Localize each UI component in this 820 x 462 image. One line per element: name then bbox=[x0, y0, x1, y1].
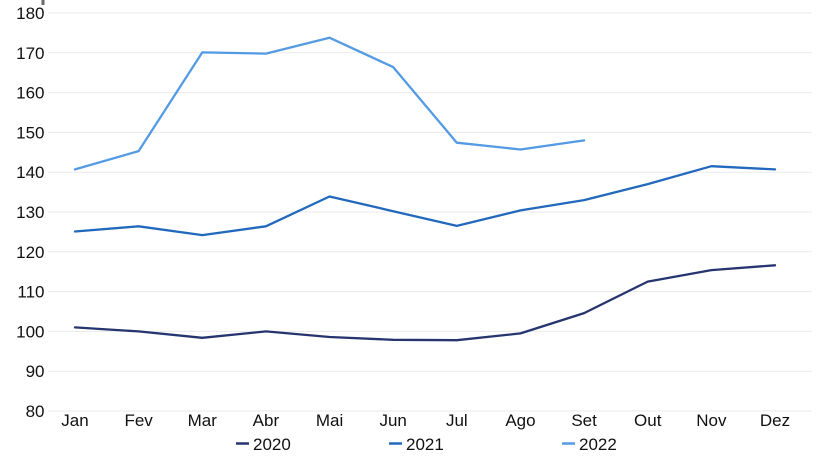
x-axis-tick-label: Jan bbox=[61, 411, 88, 430]
y-axis-tick-label: 140 bbox=[16, 163, 44, 182]
x-axis-tick-label: Mar bbox=[188, 411, 218, 430]
y-axis-tick-label: 90 bbox=[26, 362, 45, 381]
x-axis-tick-label: Jun bbox=[379, 411, 406, 430]
x-axis-tick-label: Abr bbox=[253, 411, 280, 430]
x-axis-tick-label: Dez bbox=[760, 411, 790, 430]
x-axis-tick-label: Ago bbox=[505, 411, 535, 430]
y-axis-tick-label: 120 bbox=[16, 243, 44, 262]
series-line-2020 bbox=[73, 264, 777, 342]
x-axis-tick-label: Set bbox=[571, 411, 597, 430]
x-axis-tick-label: Nov bbox=[696, 411, 727, 430]
series-line-2022 bbox=[73, 36, 586, 171]
y-axis-tick-label: 180 bbox=[16, 4, 44, 23]
x-axis-tick-label: Out bbox=[634, 411, 662, 430]
series-line-2021 bbox=[73, 165, 777, 237]
y-axis-tick-label: 100 bbox=[16, 322, 44, 341]
x-axis-tick-label: Mai bbox=[316, 411, 343, 430]
y-axis-tick-label: 130 bbox=[16, 203, 44, 222]
y-axis-tick-label: 110 bbox=[17, 283, 44, 302]
x-axis-tick-label: Fev bbox=[124, 411, 153, 430]
crop-artifact-mark bbox=[41, 0, 45, 5]
y-axis-tick-label: 150 bbox=[16, 123, 44, 142]
y-axis-tick-label: 170 bbox=[16, 44, 44, 63]
x-axis-tick-label: Jul bbox=[446, 411, 468, 430]
y-axis-tick-label: 80 bbox=[26, 402, 45, 421]
legend-label-2020: 2020 bbox=[253, 435, 291, 454]
legend-label-2022: 2022 bbox=[579, 435, 617, 454]
legend-label-2021: 2021 bbox=[406, 435, 444, 454]
y-axis-tick-label: 160 bbox=[16, 84, 44, 103]
